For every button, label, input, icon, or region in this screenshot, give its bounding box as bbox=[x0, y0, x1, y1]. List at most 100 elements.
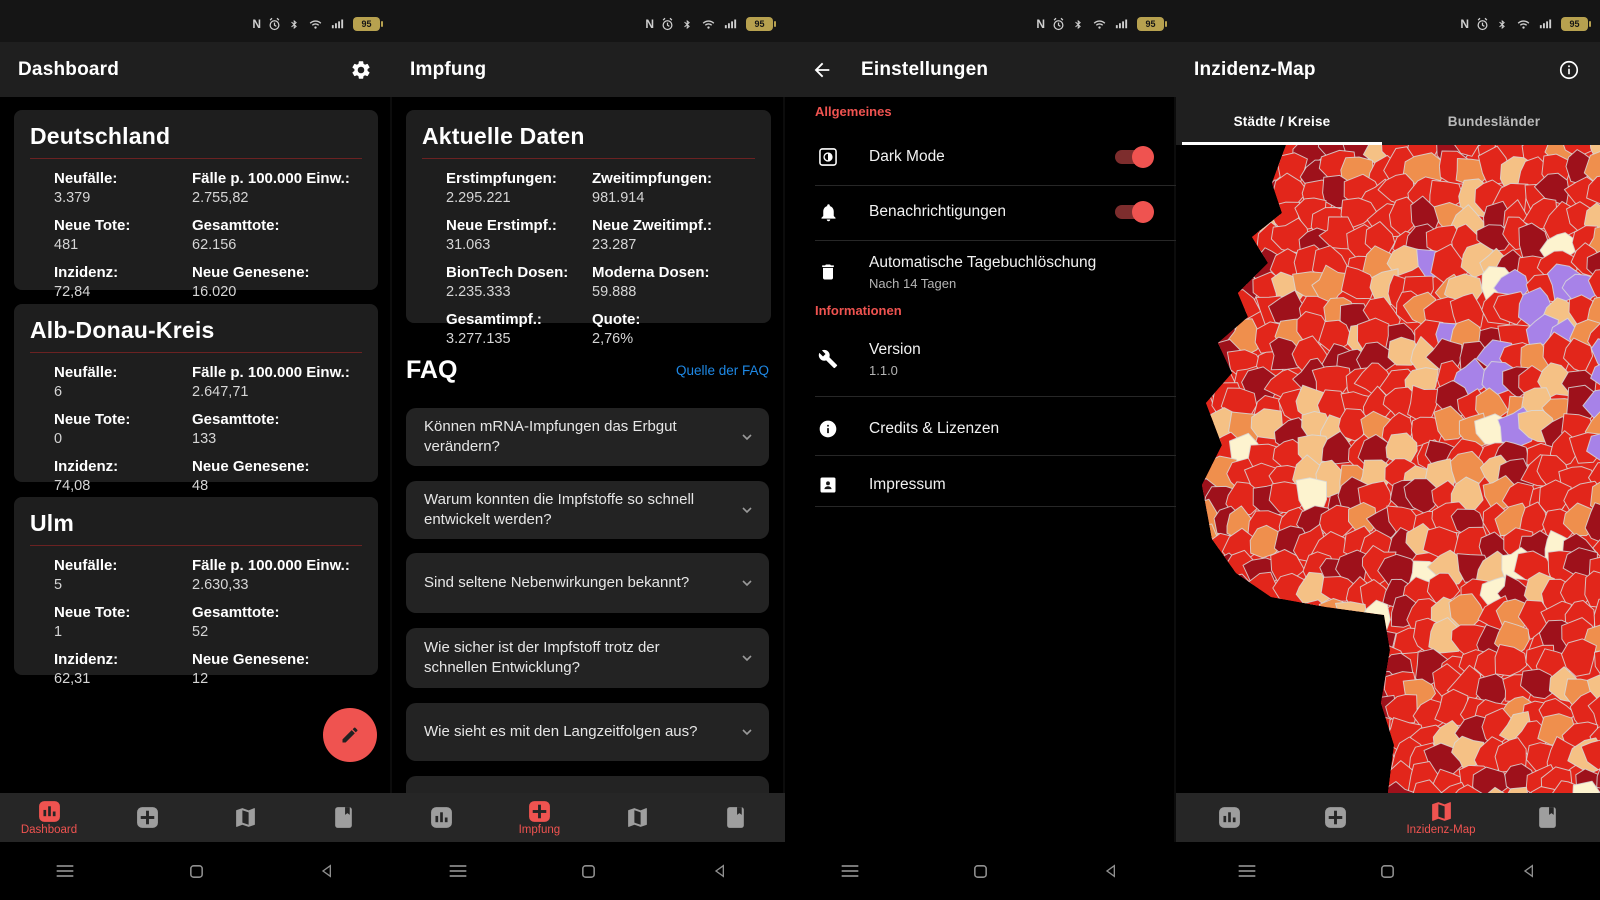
stat: Fälle p. 100.000 Einw.: 2.647,71 bbox=[192, 364, 350, 400]
nav-label: Impfung bbox=[518, 823, 561, 836]
medical-cross-icon bbox=[528, 800, 550, 822]
stat: Erstimpfungen: 2.295.221 bbox=[446, 170, 557, 206]
edit-fab-button[interactable] bbox=[323, 708, 377, 762]
setting-row-version[interactable]: Version 1.1.0 bbox=[785, 330, 1176, 388]
page-title: Inzidenz-Map bbox=[1194, 58, 1316, 80]
stat-grid: Neufälle: 5 Fälle p. 100.000 Einw.: 2.630,… bbox=[54, 557, 362, 688]
system-back-button[interactable] bbox=[1459, 863, 1600, 879]
faq-source-link[interactable]: Quelle der FAQ bbox=[675, 362, 769, 378]
system-home-button[interactable] bbox=[1317, 863, 1458, 880]
setting-row-benachrichtigungen[interactable]: Benachrichtigungen bbox=[785, 186, 1176, 238]
stat: Gesamttote: 52 bbox=[192, 604, 280, 640]
stat-card-deutschland: Deutschland Neufälle: 3.379 Fälle p. 100.… bbox=[14, 110, 378, 300]
nav-item-dashboard[interactable] bbox=[392, 793, 490, 842]
stat-grid: Neufälle: 6 Fälle p. 100.000 Einw.: 2.647,… bbox=[54, 364, 362, 495]
nav-item-dashboard[interactable] bbox=[1176, 793, 1282, 842]
nav-label: Inzidenz-Map bbox=[1406, 823, 1476, 836]
tab-staedte-kreise[interactable]: Städte / Kreise bbox=[1233, 113, 1331, 129]
trash-icon bbox=[815, 262, 841, 282]
setting-row-credits[interactable]: Credits & Lizenzen bbox=[785, 406, 1176, 452]
bar-chart-icon bbox=[1218, 807, 1240, 828]
dark-mode-toggle[interactable] bbox=[1112, 145, 1154, 169]
faq-item[interactable]: Wie sicher ist der Impfstoff trotz der s… bbox=[406, 628, 769, 688]
screen-einstellungen: N 95 Einstellungen Allgemeines Dark Mode… bbox=[785, 0, 1176, 900]
back-button[interactable] bbox=[809, 57, 835, 83]
faq-item[interactable]: Wie sieht es mit den Langzeitfolgen aus? bbox=[406, 703, 769, 761]
faq-item[interactable]: Können mRNA-Impfungen das Erbgut verände… bbox=[406, 408, 769, 466]
system-nav bbox=[0, 842, 392, 900]
settings-gear-button[interactable] bbox=[348, 57, 374, 83]
nav-item-inzidenz-map[interactable]: Inzidenz-Map bbox=[1388, 793, 1494, 842]
menu-icon bbox=[1238, 865, 1255, 877]
home-icon bbox=[1381, 864, 1395, 878]
page-title: Einstellungen bbox=[861, 58, 989, 80]
nav-item-impfung[interactable] bbox=[98, 793, 196, 842]
stat-grid: Erstimpfungen: 2.295.221 Zweitimpfungen: 9… bbox=[446, 170, 755, 349]
alarm-icon bbox=[662, 17, 673, 30]
tab-bundeslaender[interactable]: Bundesländer bbox=[1447, 113, 1541, 129]
system-home-button[interactable] bbox=[131, 863, 262, 880]
benachrichtigungen-toggle[interactable] bbox=[1112, 200, 1154, 224]
setting-label: Version bbox=[869, 340, 921, 358]
card-divider bbox=[30, 352, 362, 353]
home-icon bbox=[974, 864, 987, 878]
chevron-down-icon bbox=[742, 729, 752, 736]
stat: Quote: 2,76% bbox=[592, 311, 641, 348]
nfc-icon: N bbox=[252, 17, 261, 31]
system-back-button[interactable] bbox=[261, 863, 392, 879]
divider bbox=[815, 185, 1176, 186]
nav-item-impfung[interactable]: Impfung bbox=[490, 793, 588, 842]
nav-item-dashboard[interactable]: Dashboard bbox=[0, 793, 98, 842]
stat: Neufälle: 5 bbox=[54, 557, 118, 593]
menu-icon bbox=[841, 865, 859, 877]
info-button[interactable] bbox=[1556, 57, 1582, 83]
gear-icon bbox=[352, 60, 370, 79]
folded-map-icon bbox=[235, 808, 255, 827]
bluetooth-icon bbox=[1499, 19, 1505, 29]
alarm-icon bbox=[1477, 17, 1488, 30]
setting-row-tagebuchloeschung[interactable]: Automatische Tagebuchlöschung Nach 14 Ta… bbox=[785, 244, 1176, 300]
battery-icon: 95 bbox=[353, 17, 383, 31]
incidence-choropleth-map[interactable] bbox=[1176, 145, 1600, 793]
faq-item[interactable]: Warum konnten die Impfstoffe so schnell … bbox=[406, 481, 769, 539]
nfc-icon: N bbox=[1036, 17, 1045, 31]
stat: Neue Genesene: 16.020 bbox=[192, 264, 310, 301]
menu-icon bbox=[449, 865, 466, 877]
card-divider bbox=[30, 545, 362, 546]
system-menu-button[interactable] bbox=[0, 864, 131, 878]
system-home-button[interactable] bbox=[915, 863, 1045, 880]
nfc-icon: N bbox=[1460, 17, 1469, 31]
stat: Gesamttote: 133 bbox=[192, 411, 280, 447]
stat: Inzidenz: 72,84 bbox=[54, 264, 119, 301]
stat: Neue Tote: 481 bbox=[54, 217, 131, 253]
info-circle-icon bbox=[1559, 60, 1579, 79]
alarm-icon bbox=[269, 17, 280, 30]
nav-item-inzidenz-map[interactable] bbox=[589, 793, 687, 842]
setting-row-impressum[interactable]: Impressum bbox=[785, 462, 1176, 508]
system-menu-button[interactable] bbox=[392, 864, 523, 878]
nav-item-tagebuch[interactable] bbox=[294, 793, 392, 842]
faq-item[interactable]: Sind seltene Nebenwirkungen bekannt? bbox=[406, 553, 769, 613]
bottom-nav: Dashboard bbox=[0, 793, 392, 842]
system-home-button[interactable] bbox=[523, 863, 654, 880]
nav-item-inzidenz-map[interactable] bbox=[196, 793, 294, 842]
setting-row-dark-mode[interactable]: Dark Mode bbox=[785, 131, 1176, 183]
divider bbox=[815, 396, 1176, 397]
system-back-button[interactable] bbox=[1046, 863, 1176, 879]
section-heading-informationen: Informationen bbox=[815, 303, 902, 318]
system-menu-button[interactable] bbox=[785, 864, 915, 878]
back-triangle-icon bbox=[714, 864, 724, 878]
nav-label: Dashboard bbox=[20, 823, 78, 836]
folded-map-icon bbox=[1431, 801, 1451, 821]
medical-cross-icon bbox=[1324, 807, 1346, 828]
system-menu-button[interactable] bbox=[1176, 864, 1317, 878]
stat: Neue Tote: 0 bbox=[54, 411, 131, 447]
system-back-button[interactable] bbox=[654, 863, 785, 879]
alarm-icon bbox=[1053, 17, 1064, 30]
nav-item-impfung[interactable] bbox=[1282, 793, 1388, 842]
stat: BionTech Dosen: 2.235.333 bbox=[446, 264, 569, 301]
divider bbox=[815, 455, 1176, 456]
nav-item-tagebuch[interactable] bbox=[1494, 793, 1600, 842]
back-triangle-icon bbox=[1524, 864, 1534, 878]
nav-item-tagebuch[interactable] bbox=[687, 793, 785, 842]
